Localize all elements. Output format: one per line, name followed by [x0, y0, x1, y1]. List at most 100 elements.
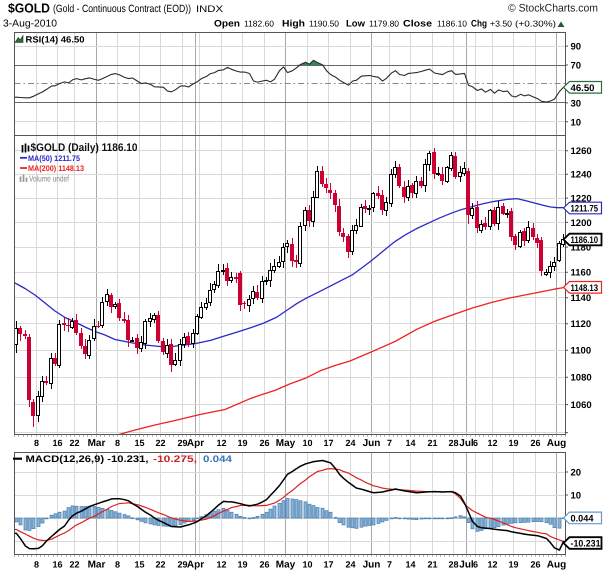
svg-text:(+0.30%): (+0.30%)	[515, 19, 556, 29]
svg-text:-10.231: -10.231	[571, 539, 602, 550]
svg-text:21: 21	[427, 438, 437, 448]
svg-text:19: 19	[237, 560, 247, 570]
svg-text:8: 8	[34, 560, 39, 570]
svg-text:1186.10: 1186.10	[571, 235, 599, 246]
svg-text:12: 12	[487, 560, 497, 570]
svg-text:14: 14	[405, 438, 415, 448]
svg-text:1080: 1080	[571, 373, 592, 384]
svg-text:46.50: 46.50	[571, 83, 595, 94]
svg-text:10: 10	[302, 438, 312, 448]
svg-text:15: 15	[134, 560, 144, 570]
svg-text:6: 6	[473, 438, 478, 448]
svg-text:Mar: Mar	[88, 560, 106, 571]
svg-text:30: 30	[571, 98, 582, 109]
svg-text:1200: 1200	[571, 218, 592, 229]
svg-text:1220: 1220	[571, 194, 592, 205]
svg-text:(Gold - Continuous Contract (E: (Gold - Continuous Contract (EOD))	[53, 3, 191, 15]
svg-text:Open: Open	[214, 19, 240, 30]
svg-text:1148.13: 1148.13	[571, 283, 599, 294]
svg-text:6: 6	[473, 560, 478, 570]
svg-text:28: 28	[448, 438, 458, 448]
svg-text:1186.10: 1186.10	[437, 19, 467, 29]
svg-text:-10.275,: -10.275,	[153, 454, 197, 465]
svg-text:24: 24	[345, 438, 355, 448]
svg-text:8: 8	[115, 438, 120, 448]
svg-text:19: 19	[237, 438, 247, 448]
svg-text:24: 24	[345, 560, 355, 570]
svg-text:May: May	[276, 438, 296, 449]
svg-text:Chg: Chg	[471, 19, 487, 30]
svg-text:0.044: 0.044	[571, 513, 595, 524]
svg-text:17: 17	[323, 438, 333, 448]
svg-text:26: 26	[530, 438, 540, 448]
svg-text:22: 22	[69, 438, 79, 448]
svg-text:1180: 1180	[571, 243, 592, 254]
svg-text:90: 90	[571, 42, 582, 53]
svg-text:26: 26	[259, 438, 269, 448]
svg-text:1240: 1240	[571, 170, 592, 181]
svg-text:10: 10	[302, 560, 312, 570]
svg-text:8: 8	[34, 438, 39, 448]
svg-text:20: 20	[571, 468, 582, 479]
svg-text:28: 28	[448, 560, 458, 570]
svg-text:16: 16	[52, 438, 62, 448]
svg-text:Close: Close	[403, 19, 432, 30]
svg-text:Aug: Aug	[547, 438, 566, 449]
svg-text:29: 29	[177, 438, 187, 448]
svg-text:14: 14	[405, 560, 415, 570]
svg-text:1140: 1140	[571, 293, 592, 304]
svg-text:12: 12	[216, 438, 226, 448]
svg-text:Aug: Aug	[547, 560, 566, 571]
svg-text:19: 19	[508, 438, 518, 448]
svg-text:22: 22	[69, 560, 79, 570]
svg-text:22: 22	[155, 438, 165, 448]
svg-text:1211.75: 1211.75	[571, 204, 599, 215]
svg-text:Low: Low	[346, 19, 366, 30]
svg-text:1120: 1120	[571, 319, 592, 330]
svg-text:Jun: Jun	[363, 438, 381, 449]
svg-text:INDX: INDX	[196, 4, 224, 15]
svg-text:Jul: Jul	[459, 438, 474, 449]
svg-text:7: 7	[387, 438, 392, 448]
svg-text:21: 21	[427, 560, 437, 570]
svg-text:1182.60: 1182.60	[244, 19, 274, 29]
svg-text:3-Aug-2010: 3-Aug-2010	[3, 19, 57, 30]
svg-text:22: 22	[155, 560, 165, 570]
svg-text:1190.50: 1190.50	[309, 19, 339, 29]
svg-text:1060: 1060	[571, 400, 592, 411]
svg-text:High: High	[282, 19, 305, 30]
svg-text:10: 10	[571, 117, 582, 128]
svg-text:1260: 1260	[571, 146, 592, 157]
svg-text:70: 70	[571, 61, 582, 72]
svg-text:Jul: Jul	[459, 560, 474, 571]
svg-text:1100: 1100	[571, 346, 592, 357]
svg-text:26: 26	[259, 560, 269, 570]
svg-text:12: 12	[216, 560, 226, 570]
svg-text:MACD(12,26,9) -10.231,: MACD(12,26,9) -10.231,	[26, 454, 149, 465]
svg-text:Volume undef: Volume undef	[29, 174, 69, 184]
svg-text:10: 10	[571, 491, 582, 502]
svg-text:17: 17	[323, 560, 333, 570]
svg-text:Apr: Apr	[187, 560, 204, 571]
svg-text:Jun: Jun	[363, 560, 381, 571]
svg-text:19: 19	[508, 560, 518, 570]
svg-text:RSI(14) 46.50: RSI(14) 46.50	[26, 35, 85, 45]
svg-text:MA(50) 1211.75: MA(50) 1211.75	[28, 154, 80, 163]
svg-text:7: 7	[387, 560, 392, 570]
svg-text:$GOLD (Daily) 1186.10: $GOLD (Daily) 1186.10	[31, 142, 138, 154]
svg-text:Apr: Apr	[187, 438, 204, 449]
svg-text:MA(200) 1148.13: MA(200) 1148.13	[28, 164, 84, 173]
svg-text:29: 29	[177, 560, 187, 570]
svg-text:May: May	[276, 560, 296, 571]
svg-text:Mar: Mar	[88, 438, 106, 449]
svg-text:1179.80: 1179.80	[369, 19, 399, 29]
svg-text:© StockCharts.com: © StockCharts.com	[508, 3, 598, 15]
svg-text:0.044: 0.044	[203, 454, 233, 465]
svg-text:+3.50: +3.50	[490, 19, 512, 29]
svg-text:15: 15	[134, 438, 144, 448]
svg-text:12: 12	[487, 438, 497, 448]
svg-text:26: 26	[530, 560, 540, 570]
svg-text:1160: 1160	[571, 268, 592, 279]
svg-text:8: 8	[115, 560, 120, 570]
svg-text:16: 16	[52, 560, 62, 570]
